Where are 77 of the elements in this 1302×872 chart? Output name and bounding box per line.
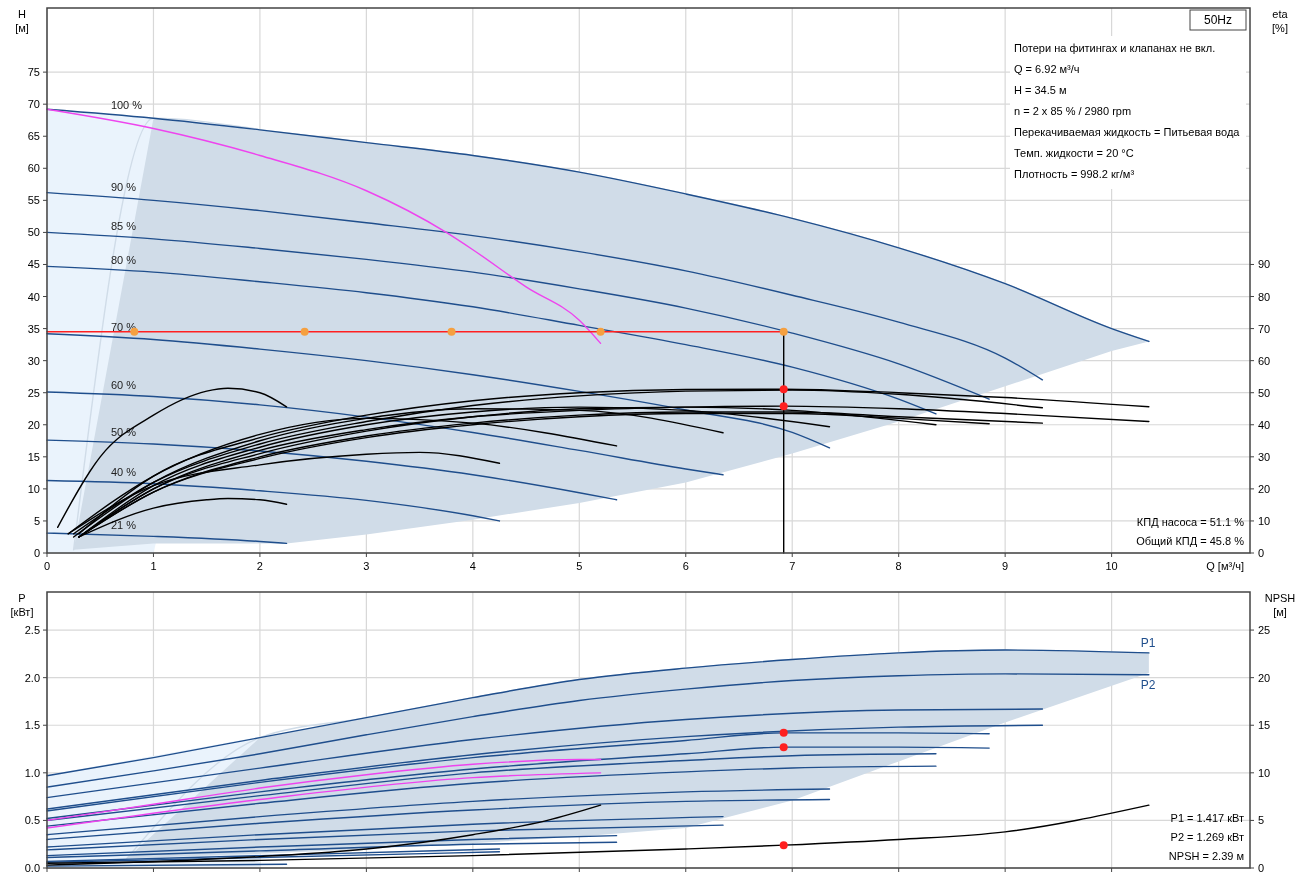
y-tick-label: 60 [27, 162, 40, 175]
y-tick-label: 70 [27, 98, 40, 111]
y-tick-label: 0 [33, 547, 40, 559]
y-tick-label: 45 [27, 258, 40, 271]
y-tick-label: 65 [27, 130, 40, 143]
y-tick-label: 75 [27, 66, 40, 79]
y2-tick-label: 0 [1258, 862, 1265, 872]
y2-axis-title: NPSH [м] [1264, 592, 1296, 618]
y-axis-title: H [м] [15, 8, 29, 34]
series-label: 21 % [110, 519, 137, 532]
annotation: Плотность = 998.2 кг/м³ [1014, 168, 1135, 180]
annotation: КПД насоса = 51.1 % [1136, 516, 1245, 528]
annotation: Перекачиваемая жидкость = Питьевая вода [1014, 126, 1241, 138]
x-tick-label: 2 [256, 560, 263, 572]
y-tick-label: 2.0 [24, 671, 40, 684]
y-tick-label: 0.5 [24, 814, 40, 827]
x-tick-label: 7 [789, 560, 796, 572]
y2-tick-label: 80 [1258, 290, 1271, 303]
y2-tick-label: 10 [1258, 766, 1271, 779]
y2-tick-label: 20 [1258, 671, 1271, 684]
x-axis-title: Q [м³/ч] [1206, 560, 1244, 572]
y-tick-label: 50 [27, 226, 40, 239]
y2-tick-label: 50 [1258, 386, 1271, 399]
y2-tick-label: 10 [1258, 514, 1271, 527]
y-tick-label: 35 [27, 322, 40, 335]
annotation: P1 = 1.417 кВт [1170, 812, 1244, 824]
annotation: n = 2 x 85 % / 2980 rpm [1014, 105, 1132, 117]
annotation: H = 34.5 м [1014, 84, 1067, 96]
x-tick-label: 5 [576, 560, 583, 572]
y2-tick-label: 20 [1258, 482, 1271, 495]
series-label: 40 % [110, 466, 137, 479]
y2-tick-label: 0 [1258, 547, 1265, 559]
y2-tick-label: 5 [1258, 814, 1265, 827]
x-tick-label: 1 [150, 560, 157, 572]
y-tick-label: 40 [27, 290, 40, 303]
x-tick-label: 10 [1105, 560, 1118, 572]
y-tick-label: 5 [33, 514, 40, 527]
y-tick-label: 25 [27, 386, 40, 399]
y-tick-label: 10 [27, 482, 40, 495]
series-label: 100 % [110, 98, 143, 111]
y-tick-label: 55 [27, 194, 40, 207]
y2-tick-label: 30 [1258, 450, 1271, 463]
y-tick-label: 2.5 [24, 624, 40, 637]
x-tick-label: 0 [43, 560, 51, 572]
y2-tick-label: 70 [1258, 322, 1271, 335]
series-label: P2 [1140, 677, 1156, 692]
y2-tick-label: 90 [1258, 258, 1271, 271]
y-axis-title: P [кВт] [10, 592, 34, 618]
y2-tick-label: 15 [1258, 719, 1271, 732]
annotation: Q = 6.92 м³/ч [1014, 63, 1080, 75]
y2-tick-label: 60 [1258, 354, 1271, 367]
series-label: 50 % [110, 426, 137, 439]
y2-tick-label: 40 [1258, 418, 1271, 431]
x-tick-label: 6 [682, 560, 689, 572]
annotation: P2 = 1.269 кВт [1170, 831, 1244, 843]
annotation: Общий КПД = 45.8 % [1136, 535, 1245, 547]
annotation: Потери на фитингах и клапанах не вкл. [1014, 42, 1216, 54]
annotation: NPSH = 2.39 м [1168, 850, 1244, 862]
series-label: 85 % [110, 220, 137, 233]
y2-tick-label: 25 [1258, 624, 1271, 637]
chart-title: 50Hz [1203, 13, 1233, 27]
y2-axis-title: eta [%] [1272, 8, 1289, 34]
series-label: P1 [1140, 635, 1156, 650]
annotation: Темп. жидкости = 20 °C [1014, 147, 1134, 159]
x-tick-label: 4 [469, 560, 476, 572]
x-tick-label: 3 [363, 560, 370, 572]
y-tick-label: 0.0 [24, 862, 40, 872]
series-label: 60 % [110, 378, 137, 391]
x-tick-label: 8 [895, 560, 902, 572]
x-tick-label: 9 [1002, 560, 1009, 572]
y-tick-label: 20 [27, 418, 40, 431]
series-label: 90 % [110, 181, 137, 194]
y-tick-label: 15 [27, 450, 40, 463]
y-tick-label: 1.5 [24, 719, 40, 732]
y-tick-label: 30 [27, 354, 40, 367]
series-label: 80 % [110, 253, 137, 266]
y-tick-label: 1.0 [24, 766, 40, 779]
